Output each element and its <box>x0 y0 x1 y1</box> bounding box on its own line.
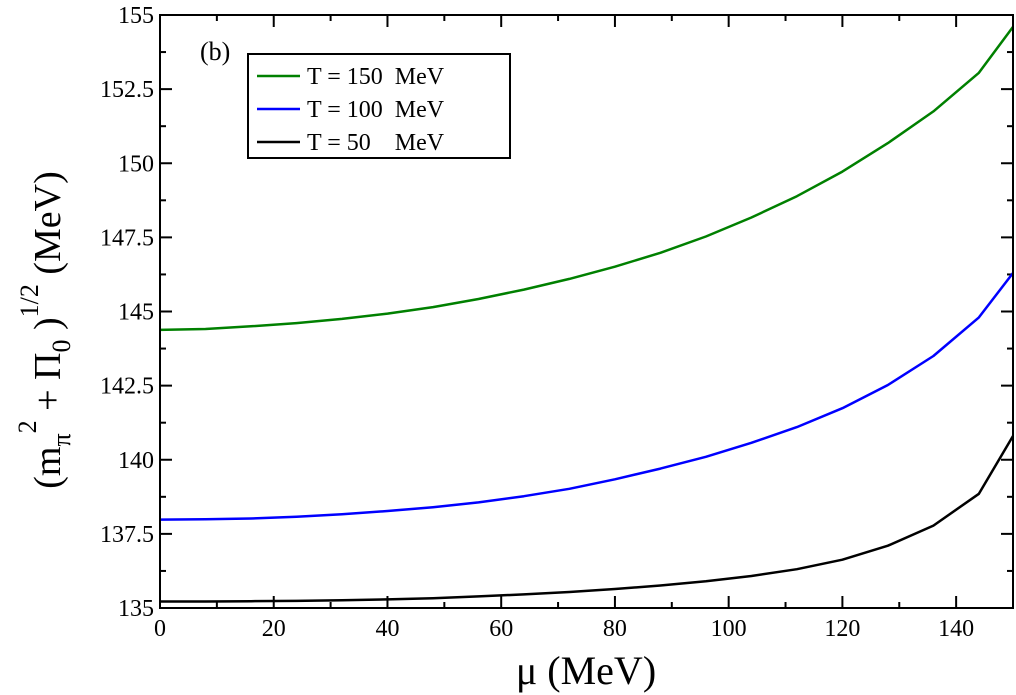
y-tick-label: 142.5 <box>100 374 154 400</box>
y-axis-title-sup-2: 2 <box>13 420 42 433</box>
x-axis-title: μ (MeV) <box>516 648 656 693</box>
series-line-0 <box>159 26 1015 332</box>
y-axis-title-mid: + Π <box>27 353 69 421</box>
y-axis-title-sup-half: 1/2 <box>15 284 44 317</box>
x-tick-label: 0 <box>154 616 166 642</box>
panel-label: (b) <box>200 37 230 66</box>
y-tick-label: 135 <box>118 596 154 622</box>
series-line-2 <box>160 435 1015 603</box>
legend-box <box>247 53 511 159</box>
y-tick-label: 147.5 <box>100 225 154 251</box>
y-axis-title-unit: (MeV) <box>27 171 69 284</box>
x-tick-label: 40 <box>375 616 399 642</box>
legend: T = 150 MeV T = 100 MeV T = 50 MeV <box>247 53 511 159</box>
y-tick-label: 155 <box>118 3 154 29</box>
series-line-1 <box>159 272 1014 521</box>
y-tick-label: 152.5 <box>100 77 154 103</box>
legend-label-0: T = 150 MeV <box>307 64 445 90</box>
x-tick-label: 100 <box>711 616 747 642</box>
y-tick-label: 150 <box>118 151 154 177</box>
y-tick-label: 137.5 <box>100 522 154 548</box>
y-axis-title-open: (m <box>27 447 69 489</box>
y-axis-title-sub-0: 0 <box>47 340 76 353</box>
y-tick-label: 145 <box>118 300 154 326</box>
legend-label-1: T = 100 MeV <box>307 97 445 123</box>
x-tick-label: 60 <box>489 616 513 642</box>
x-tick-label: 80 <box>603 616 627 642</box>
legend-label-2: T = 50 MeV <box>307 130 445 156</box>
x-tick-label: 120 <box>824 616 860 642</box>
x-tick-label: 20 <box>262 616 286 642</box>
series-lines <box>159 26 1015 603</box>
y-axis-title-close: ) <box>27 317 69 339</box>
y-tick-label: 140 <box>118 448 154 474</box>
y-axis-title-sub-pi: π <box>47 433 76 446</box>
tick-labels: 0 20 40 60 80 100 120 140 135 137.5 140 142.5 145 147… <box>100 3 974 642</box>
y-axis-title: (mπ2 + Π0 )1/2 (MeV) <box>13 171 76 489</box>
x-tick-label: 140 <box>938 616 974 642</box>
plot-frame <box>159 14 1014 609</box>
